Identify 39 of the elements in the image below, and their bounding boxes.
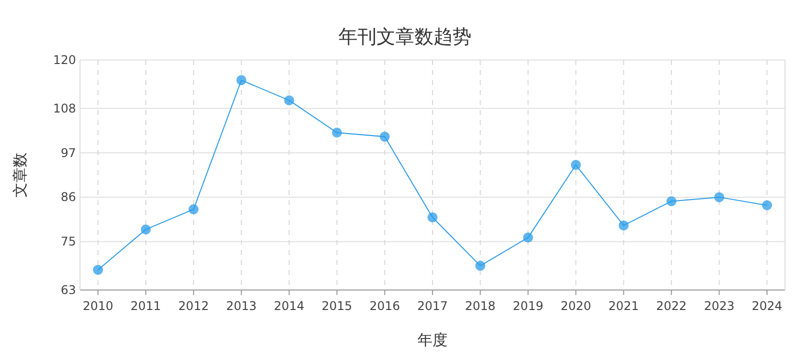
x-tick-label: 2021 [608, 299, 639, 313]
point [714, 192, 724, 202]
x-axis-title: 年度 [418, 331, 448, 349]
point [762, 200, 772, 210]
point [140, 224, 151, 234]
x-tick-label: 2022 [656, 299, 687, 313]
x-tick-label: 2017 [417, 299, 448, 313]
point [93, 264, 103, 275]
point [666, 196, 676, 206]
x-tick-label: 2023 [704, 299, 734, 313]
y-tick-label: 120 [53, 53, 76, 67]
x-tick-label: 2020 [560, 299, 592, 313]
y-tick-label: 86 [60, 190, 76, 204]
point [428, 212, 438, 222]
x-tick-label: 2018 [465, 299, 496, 313]
point [475, 260, 486, 271]
y-tick-label: 63 [60, 283, 76, 297]
point [236, 75, 246, 86]
point [188, 204, 199, 214]
x-tick-label: 2019 [512, 299, 544, 313]
point [380, 132, 390, 142]
point [523, 232, 534, 243]
point [570, 160, 581, 170]
point [618, 220, 629, 230]
y-axis-title: 文章数 [11, 152, 29, 198]
point [284, 95, 294, 106]
x-tick-label: 2024 [752, 299, 782, 313]
chart-title: 年刊文章数趋势 [338, 26, 472, 48]
x-tick-label: 2013 [226, 299, 257, 313]
point [332, 128, 342, 138]
y-tick-label: 108 [53, 101, 76, 116]
y-tick-label: 75 [60, 234, 76, 249]
x-tick-label: 2014 [274, 299, 304, 313]
y-tick-label: 97 [60, 146, 76, 160]
x-tick-label: 2010 [82, 299, 114, 313]
x-tick-label: 2012 [178, 299, 209, 313]
x-tick-label: 2011 [130, 299, 162, 313]
x-tick-label: 2015 [322, 299, 352, 313]
x-tick-label: 2016 [369, 299, 400, 313]
